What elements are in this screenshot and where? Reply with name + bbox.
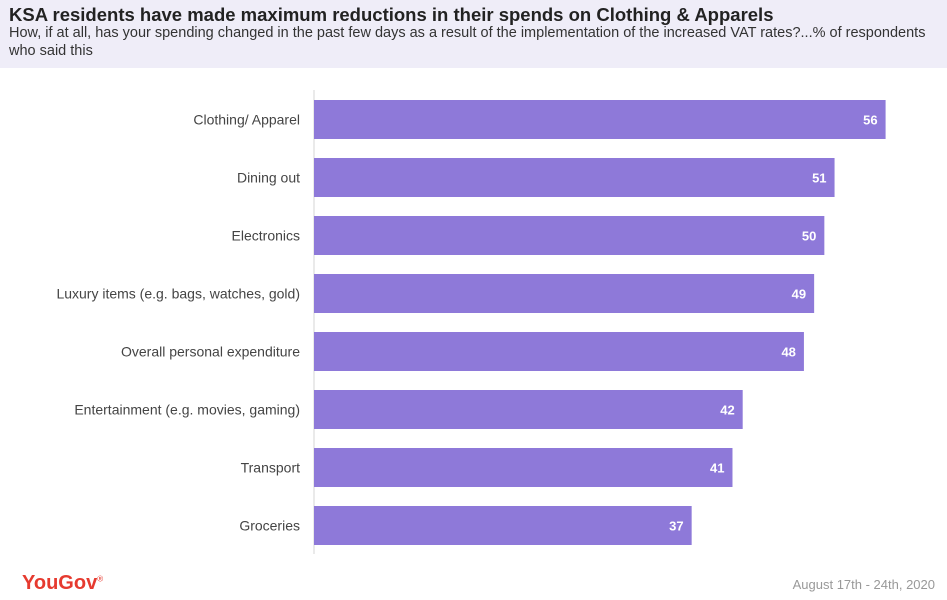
chart-subtitle: How, if at all, has your spending change… xyxy=(9,25,926,59)
bar xyxy=(314,448,733,487)
category-label: Overall personal expenditure xyxy=(121,344,300,360)
category-label: Entertainment (e.g. movies, gaming) xyxy=(74,402,300,418)
data-label: 49 xyxy=(792,287,806,302)
data-label: 50 xyxy=(802,229,816,244)
data-label: 48 xyxy=(781,345,795,360)
bar xyxy=(314,100,886,139)
category-label: Dining out xyxy=(237,170,300,186)
yougov-logo: YouGov® xyxy=(22,572,103,595)
data-label: 42 xyxy=(720,403,734,418)
data-label: 41 xyxy=(710,461,724,476)
bar xyxy=(314,216,825,255)
data-label: 37 xyxy=(669,519,683,534)
data-label: 56 xyxy=(863,113,877,128)
logo-text: YouGov xyxy=(22,572,98,594)
bar xyxy=(314,390,743,429)
category-label: Luxury items (e.g. bags, watches, gold) xyxy=(56,286,300,302)
chart-title: KSA residents have made maximum reductio… xyxy=(9,4,774,25)
category-label: Clothing/ Apparel xyxy=(193,112,300,128)
bar xyxy=(314,332,804,371)
header-band: KSA residents have made maximum reductio… xyxy=(0,0,947,68)
category-label: Groceries xyxy=(239,518,300,534)
category-label: Electronics xyxy=(232,228,300,244)
category-label: Transport xyxy=(241,460,301,476)
bar xyxy=(314,274,815,313)
bar xyxy=(314,506,692,545)
data-label: 51 xyxy=(812,171,826,186)
bar xyxy=(314,158,835,197)
survey-date: August 17th - 24th, 2020 xyxy=(792,577,935,592)
registered-mark: ® xyxy=(97,574,104,584)
